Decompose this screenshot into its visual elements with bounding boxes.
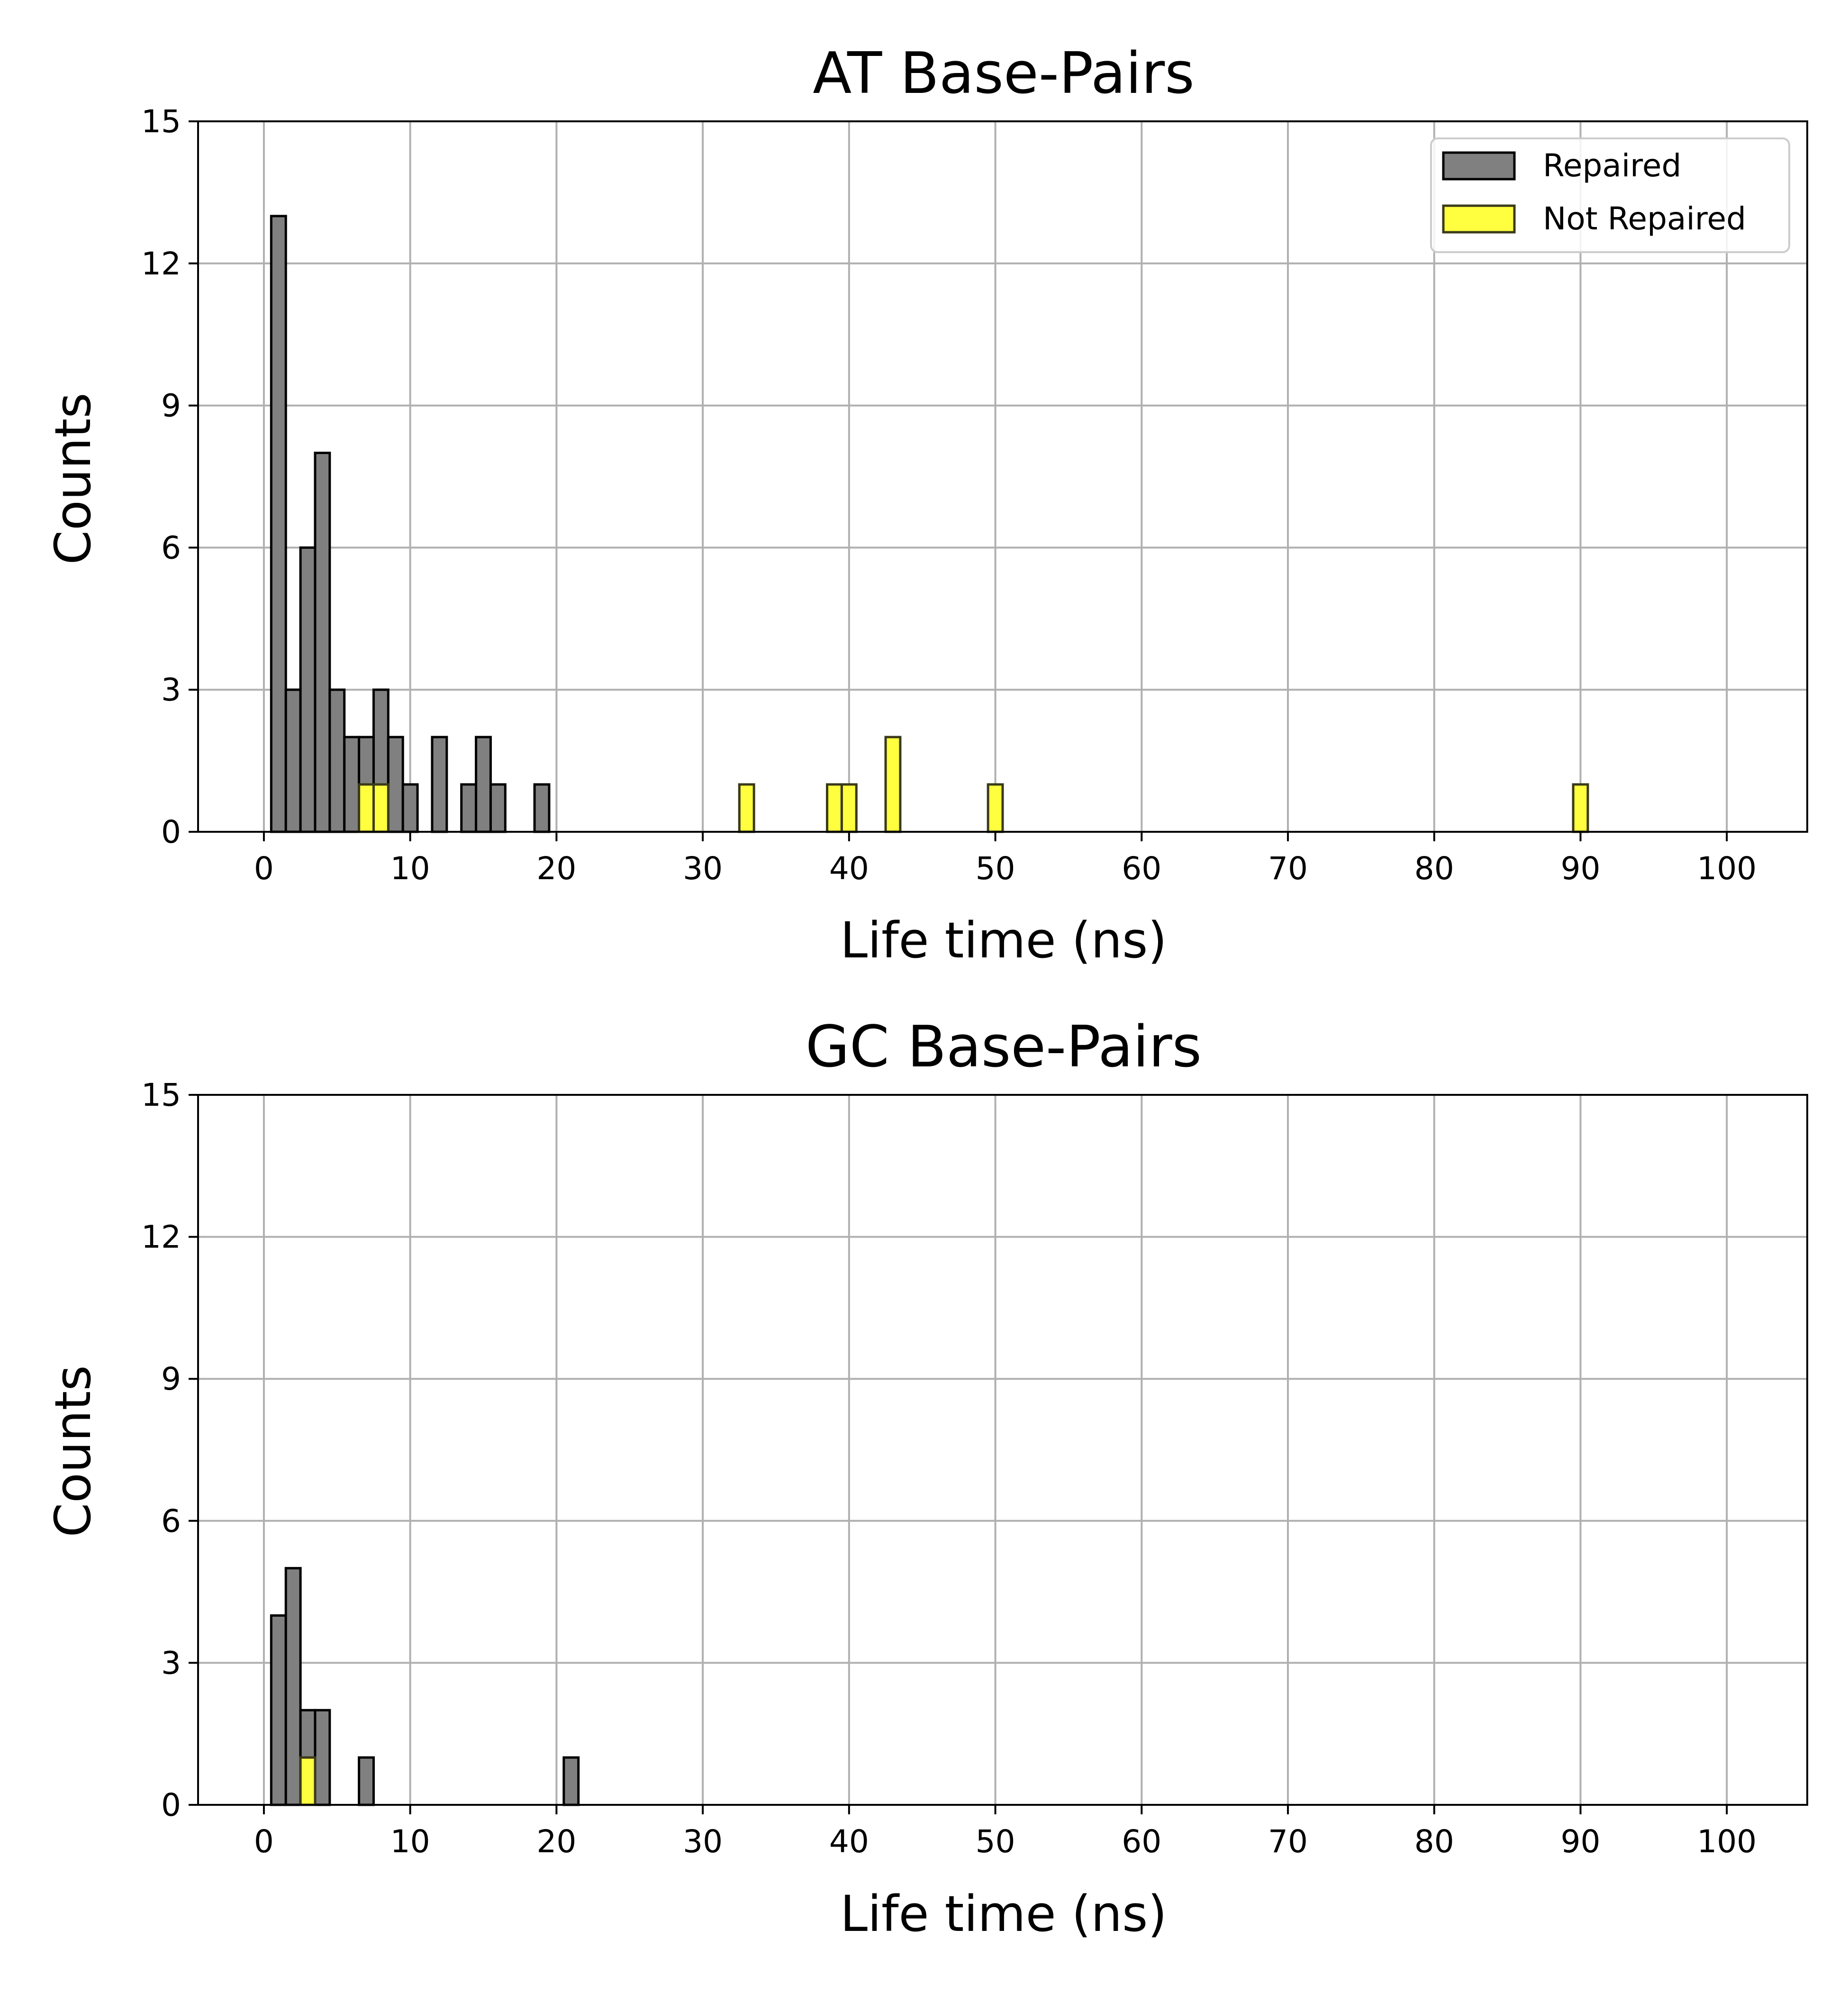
y-tick-label: 15	[141, 103, 181, 140]
repaired-bar	[475, 736, 492, 833]
panel-at-x-ticks: 0 10 20 30 40 50 60 70 80 90 100	[254, 832, 1757, 887]
x-tick-label: 80	[1414, 1823, 1454, 1860]
repaired-bar	[314, 1709, 331, 1806]
panel-at-legend: Repaired Not Repaired	[1430, 137, 1790, 253]
x-tick-label: 10	[390, 1823, 430, 1860]
panel-gc-not-repaired-bars	[299, 1756, 317, 1806]
x-tick-label: 90	[1560, 850, 1600, 887]
x-tick-label: 100	[1697, 850, 1757, 887]
legend-label-not-repaired: Not Repaired	[1543, 200, 1746, 237]
x-tick-label: 50	[976, 1823, 1015, 1860]
panel-gc-y-axis-label: Counts	[44, 1365, 102, 1537]
y-tick-label: 6	[161, 1503, 181, 1539]
x-tick-label: 60	[1122, 850, 1161, 887]
not-repaired-bar	[358, 783, 375, 833]
x-tick-label: 0	[254, 1823, 274, 1860]
panel-at-y-ticks: 0 3 6 9 12 15	[141, 103, 198, 850]
repaired-bar	[460, 783, 478, 833]
not-repaired-bar	[826, 783, 843, 833]
repaired-bar	[387, 736, 404, 833]
x-tick-label: 90	[1560, 1823, 1600, 1860]
repaired-bar	[284, 1567, 302, 1806]
not-repaired-bar	[738, 783, 755, 833]
not-repaired-bar	[372, 783, 390, 833]
x-tick-label: 0	[254, 850, 274, 887]
y-tick-label: 3	[161, 672, 181, 708]
y-tick-label: 0	[161, 814, 181, 850]
legend-swatch-repaired	[1442, 151, 1516, 181]
repaired-bar	[431, 736, 448, 833]
x-tick-label: 20	[536, 1823, 576, 1860]
y-tick-label: 9	[161, 388, 181, 424]
panel-at-title: AT Base-Pairs	[813, 41, 1194, 107]
y-tick-label: 0	[161, 1787, 181, 1823]
panel-at: AT Base-Pairs 0 10 20 30 40 50 60 70 80 90 100 0 3 6…	[44, 41, 1808, 969]
x-tick-label: 40	[829, 1823, 869, 1860]
legend-label-repaired: Repaired	[1543, 147, 1681, 184]
x-tick-label: 40	[829, 850, 869, 887]
x-tick-label: 70	[1268, 850, 1308, 887]
repaired-bar	[562, 1756, 580, 1806]
legend-box	[1430, 137, 1790, 253]
repaired-bar	[314, 452, 331, 833]
panel-gc-x-ticks: 0 10 20 30 40 50 60 70 80 90 100	[254, 1805, 1757, 1860]
x-tick-label: 30	[683, 1823, 723, 1860]
x-tick-label: 100	[1697, 1823, 1757, 1860]
x-tick-label: 50	[976, 850, 1015, 887]
y-tick-label: 6	[161, 529, 181, 566]
repaired-bar	[270, 1614, 287, 1806]
repaired-bar	[270, 215, 287, 833]
panel-at-axes-frame	[197, 120, 1808, 833]
panel-at-not-repaired-bars	[358, 736, 1589, 833]
x-tick-label: 30	[683, 850, 723, 887]
repaired-bar	[343, 736, 361, 833]
x-tick-label: 20	[536, 850, 576, 887]
x-tick-label: 80	[1414, 850, 1454, 887]
not-repaired-bar	[1572, 783, 1589, 833]
x-tick-label: 70	[1268, 1823, 1308, 1860]
not-repaired-bar	[884, 736, 902, 833]
repaired-bar	[299, 546, 317, 833]
panel-gc: GC Base-Pairs 0 10 20 30 40 50 60 70 80 90 100 0 3 6…	[44, 1014, 1808, 1943]
y-tick-label: 15	[141, 1077, 181, 1113]
panel-at-y-axis-label: Counts	[44, 392, 102, 564]
panel-gc-x-axis-label: Life time (ns)	[840, 1885, 1167, 1943]
repaired-bar	[401, 783, 419, 833]
repaired-bar	[533, 783, 551, 833]
not-repaired-bar	[987, 783, 1004, 833]
y-tick-label: 3	[161, 1645, 181, 1681]
panel-gc-title: GC Base-Pairs	[806, 1014, 1202, 1080]
repaired-bar	[489, 783, 507, 833]
x-tick-label: 10	[390, 850, 430, 887]
not-repaired-bar	[840, 783, 858, 833]
repaired-bar	[284, 688, 302, 833]
repaired-bar	[328, 688, 346, 833]
y-tick-label: 9	[161, 1361, 181, 1397]
not-repaired-bar	[299, 1756, 317, 1806]
y-tick-label: 12	[141, 246, 181, 282]
panel-gc-axes-frame	[197, 1094, 1808, 1806]
y-tick-label: 12	[141, 1219, 181, 1256]
repaired-bar	[358, 1756, 375, 1806]
panel-at-x-axis-label: Life time (ns)	[840, 911, 1167, 969]
x-tick-label: 60	[1122, 1823, 1161, 1860]
legend-swatch-not-repaired	[1442, 204, 1516, 234]
panel-gc-y-ticks: 0 3 6 9 12 15	[141, 1077, 198, 1823]
